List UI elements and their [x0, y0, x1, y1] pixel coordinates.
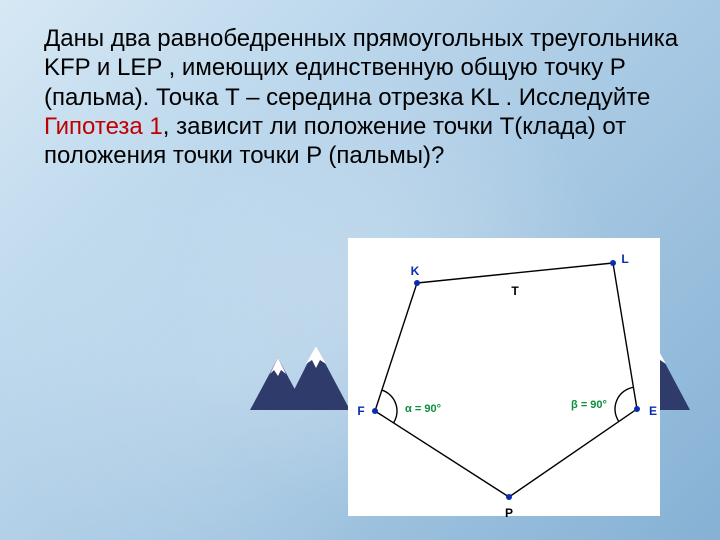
point-label-K: K	[411, 264, 420, 278]
text-segment: Даны два равнобедренных прямоугольных тр…	[44, 25, 678, 111]
angle-label-0: α = 90°	[405, 403, 441, 415]
hypothesis-emphasis: Гипотеза 1	[44, 113, 163, 140]
diagram-lines	[349, 239, 659, 515]
point-label-F: F	[357, 404, 364, 418]
angle-label-1: β = 90°	[571, 399, 607, 411]
point-label-E: E	[649, 404, 657, 418]
problem-statement: Даны два равнобедренных прямоугольных тр…	[44, 24, 684, 170]
mountain-illustration-left	[250, 340, 350, 410]
point-label-L: L	[621, 252, 628, 266]
point-F	[372, 408, 378, 414]
point-P	[506, 494, 512, 500]
point-label-T: T	[511, 284, 518, 298]
point-label-P: P	[505, 506, 513, 520]
geometry-diagram: KLTFEPα = 90°β = 90°	[348, 238, 660, 516]
slide: Даны два равнобедренных прямоугольных тр…	[0, 0, 720, 540]
point-L	[610, 260, 616, 266]
point-E	[634, 406, 640, 412]
point-K	[414, 280, 420, 286]
